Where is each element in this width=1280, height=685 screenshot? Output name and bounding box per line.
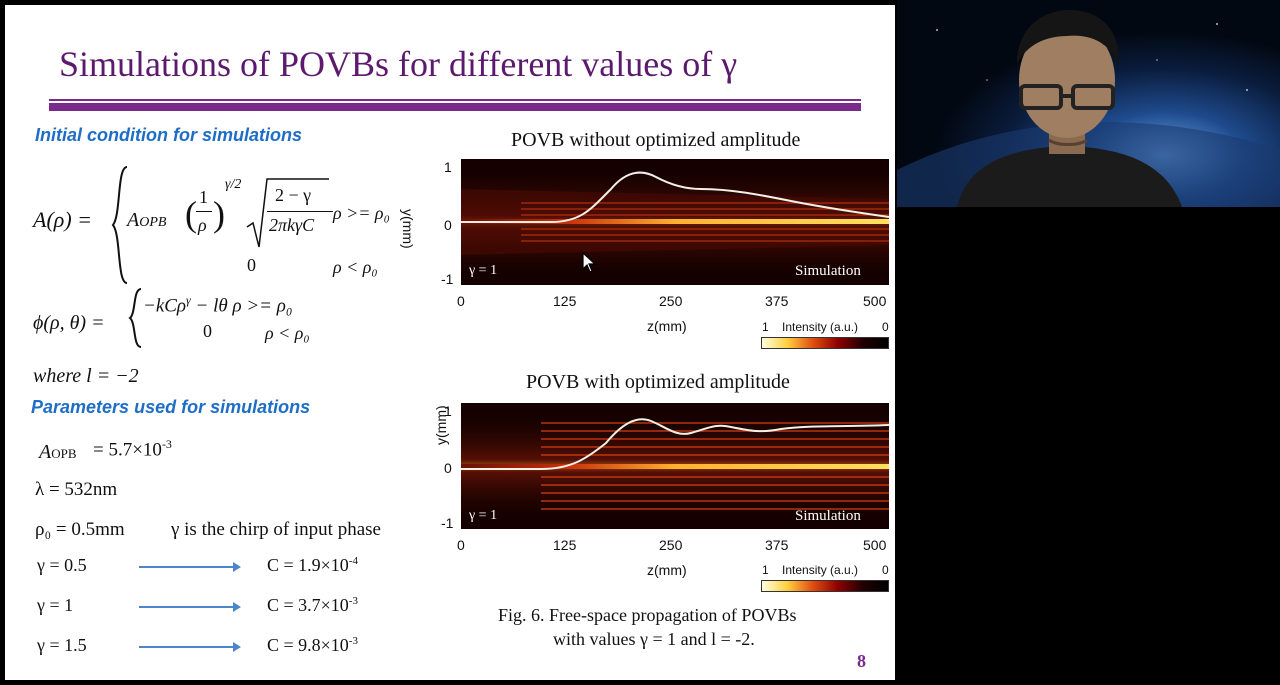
plot2-ytick-0: 0 [444,460,452,476]
title-rule-thin [49,99,861,101]
eq-a-frac-den: ρ [198,215,207,235]
plot1-ytick-1: 1 [444,159,452,175]
plot2-ylabel: y(mm) [433,405,449,445]
param-aopb-value: = 5.7×10-3 [93,437,172,461]
plot2-cbar-left: 1 [762,563,769,577]
eq-a-sqrt-den: 2πkγC [269,215,315,235]
plot2-gamma-label: γ = 1 [469,508,498,523]
arrow-right-icon [139,602,241,612]
plot2-xtick-500: 500 [863,537,887,553]
plot1-xlabel: z(mm) [647,318,687,334]
arrow-right-icon [139,642,241,652]
eq-a-coef: AOPB [127,209,167,231]
plot2-ytick-1: 1 [444,403,452,419]
eq-a-cond1: ρ >= ρ₀ [333,203,390,223]
eq-a-paren-open: ( [185,194,197,234]
figure-caption-line2: with values γ = 1 and l = -2. [553,629,755,649]
plot1-xtick-125: 125 [553,293,577,309]
param-rho0: ρ₀ = 0.5mm [35,519,125,540]
title-rule-thick [49,103,861,111]
eq-a-frac-bar [196,211,212,212]
plot1-ylabel: y(mm) [400,209,416,249]
eq-where: where l = −2 [33,365,139,387]
row-c-0-5: C = 1.9×10-4 [267,555,358,575]
plot1-ytick-neg1: -1 [441,271,454,287]
eq-a-brace [111,166,128,284]
row-c-1: C = 3.7×10-3 [267,595,358,615]
heading-initial-condition: Initial condition for simulations [35,125,303,145]
row-c-1-5: C = 9.8×10-3 [267,635,358,655]
figure-caption-line1: Fig. 6. Free-space propagation of POVBs [498,605,797,625]
plot1-sim-label: Simulation [795,263,861,279]
plot1-heatmap [461,159,889,285]
heading-parameters: Parameters used for simulations [31,397,311,417]
row-gamma-0-5: γ = 0.5 [37,555,87,575]
param-chirp: γ is the chirp of input phase [171,519,381,540]
plot1-xtick-0: 0 [457,293,465,309]
eq-phi-cond2: ρ < ρ₀ [265,323,310,343]
plot1-title: POVB without optimized amplitude [511,129,801,151]
param-lambda: λ = 532nm [35,479,118,500]
eq-a-sqrt-bar [267,211,333,212]
plot1-colorbar [761,337,889,349]
row-gamma-1-5: γ = 1.5 [37,635,87,655]
eq-a-cond2: ρ < ρ₀ [333,257,378,277]
plot1-cbar-right: 0 [882,320,889,334]
plot2-xtick-375: 375 [765,537,789,553]
row-gamma-1: γ = 1 [37,595,74,615]
plot2-cbar-title: Intensity (a.u.) [782,563,859,577]
page-number: 8 [857,651,866,671]
arrow-right-icon [139,562,241,572]
webcam-video-feed [897,0,1280,207]
eq-phi-top: −kCργ − lθ ρ >= ρ₀ [143,293,293,317]
plot2-title: POVB with optimized amplitude [526,371,790,393]
plot1-cbar-left: 1 [762,320,769,334]
eq-a-zero: 0 [247,255,256,275]
plot1-xtick-375: 375 [765,293,789,309]
plot2-ytick-neg1: -1 [441,515,454,531]
plot1-xtick-250: 250 [659,293,683,309]
eq-a-sqrt-num: 2 − γ [275,185,312,205]
eq-phi-brace [128,288,142,348]
eq-phi-lhs: ϕ(ρ, θ) = [33,312,105,334]
mouse-cursor-icon [582,252,597,273]
plot1-gamma-label: γ = 1 [469,263,498,278]
plot1-cbar-title: Intensity (a.u.) [782,320,859,334]
param-aopb: AOPB [39,441,77,463]
plot2-xtick-125: 125 [553,537,577,553]
eq-a-exp: γ/2 [225,177,242,192]
eq-phi-zero: 0 [203,321,212,341]
slide-title: Simulations of POVBs for different value… [59,44,738,84]
eq-a-paren-close: ) [213,194,225,234]
plot2-colorbar [761,580,889,592]
plot2-xlabel: z(mm) [647,562,687,578]
plot2-xtick-0: 0 [457,537,465,553]
plot2-cbar-right: 0 [882,563,889,577]
eq-a-frac-num: 1 [199,187,208,207]
plot1-xtick-500: 500 [863,293,887,309]
eq-a-sqrt-sign [246,178,329,248]
plot2-sim-label: Simulation [795,508,861,524]
plot1-ytick-0: 0 [444,217,452,233]
plot2-xtick-250: 250 [659,537,683,553]
presentation-slide: Simulations of POVBs for different value… [5,5,895,680]
eq-a-lhs: A(ρ) = [33,207,92,232]
plot2-heatmap [461,403,889,529]
presenter-video-icon [897,0,1280,207]
